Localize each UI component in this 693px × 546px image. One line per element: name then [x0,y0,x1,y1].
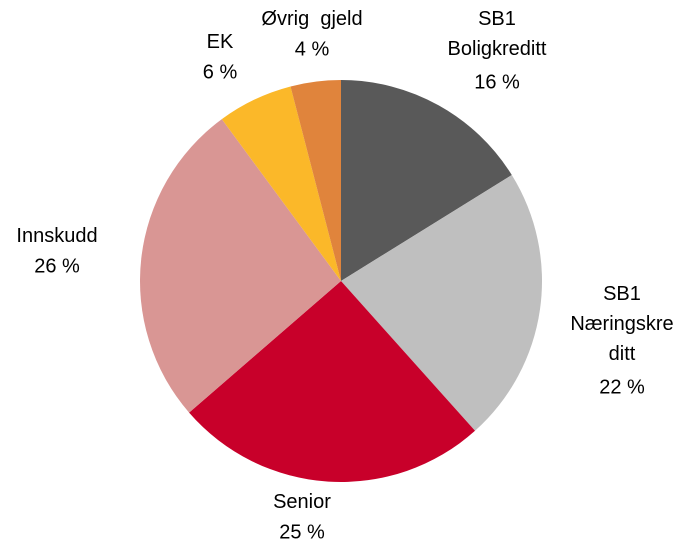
slice-label: SB1 Næringskre ditt [570,283,673,365]
pie-slice [140,119,341,413]
slice-label-line: EK [207,31,234,53]
slice-label-line: Næringskre [570,313,673,335]
slice-label-line: Senior [273,491,331,513]
value-label: 25 % [279,521,325,543]
slice-label-line: SB1 [478,8,516,30]
pie-slice [341,80,512,281]
value-label: 4 % [295,38,330,60]
slice-label-line: Boligkreditt [448,38,547,60]
slice-label: Innskudd [16,225,97,247]
slice-label-line: Øvrig gjeld [261,8,362,30]
slice-label-line: ditt [609,343,636,365]
slice-label: EK [207,31,234,53]
value-label: 26 % [34,255,80,277]
slice-label: Øvrig gjeld [261,8,362,30]
pie-slice [290,80,341,281]
value-label: 22 % [599,376,645,398]
pie-slice [341,175,542,431]
pie-slice [221,86,341,281]
value-label: 6 % [203,61,238,83]
pie-slice [189,281,476,482]
slice-label: Senior [273,491,331,513]
slice-label-line: SB1 [603,283,641,305]
slice-label: SB1 Boligkreditt [448,8,547,60]
value-label: 16 % [474,71,520,93]
slice-label-line: Innskudd [16,225,97,247]
